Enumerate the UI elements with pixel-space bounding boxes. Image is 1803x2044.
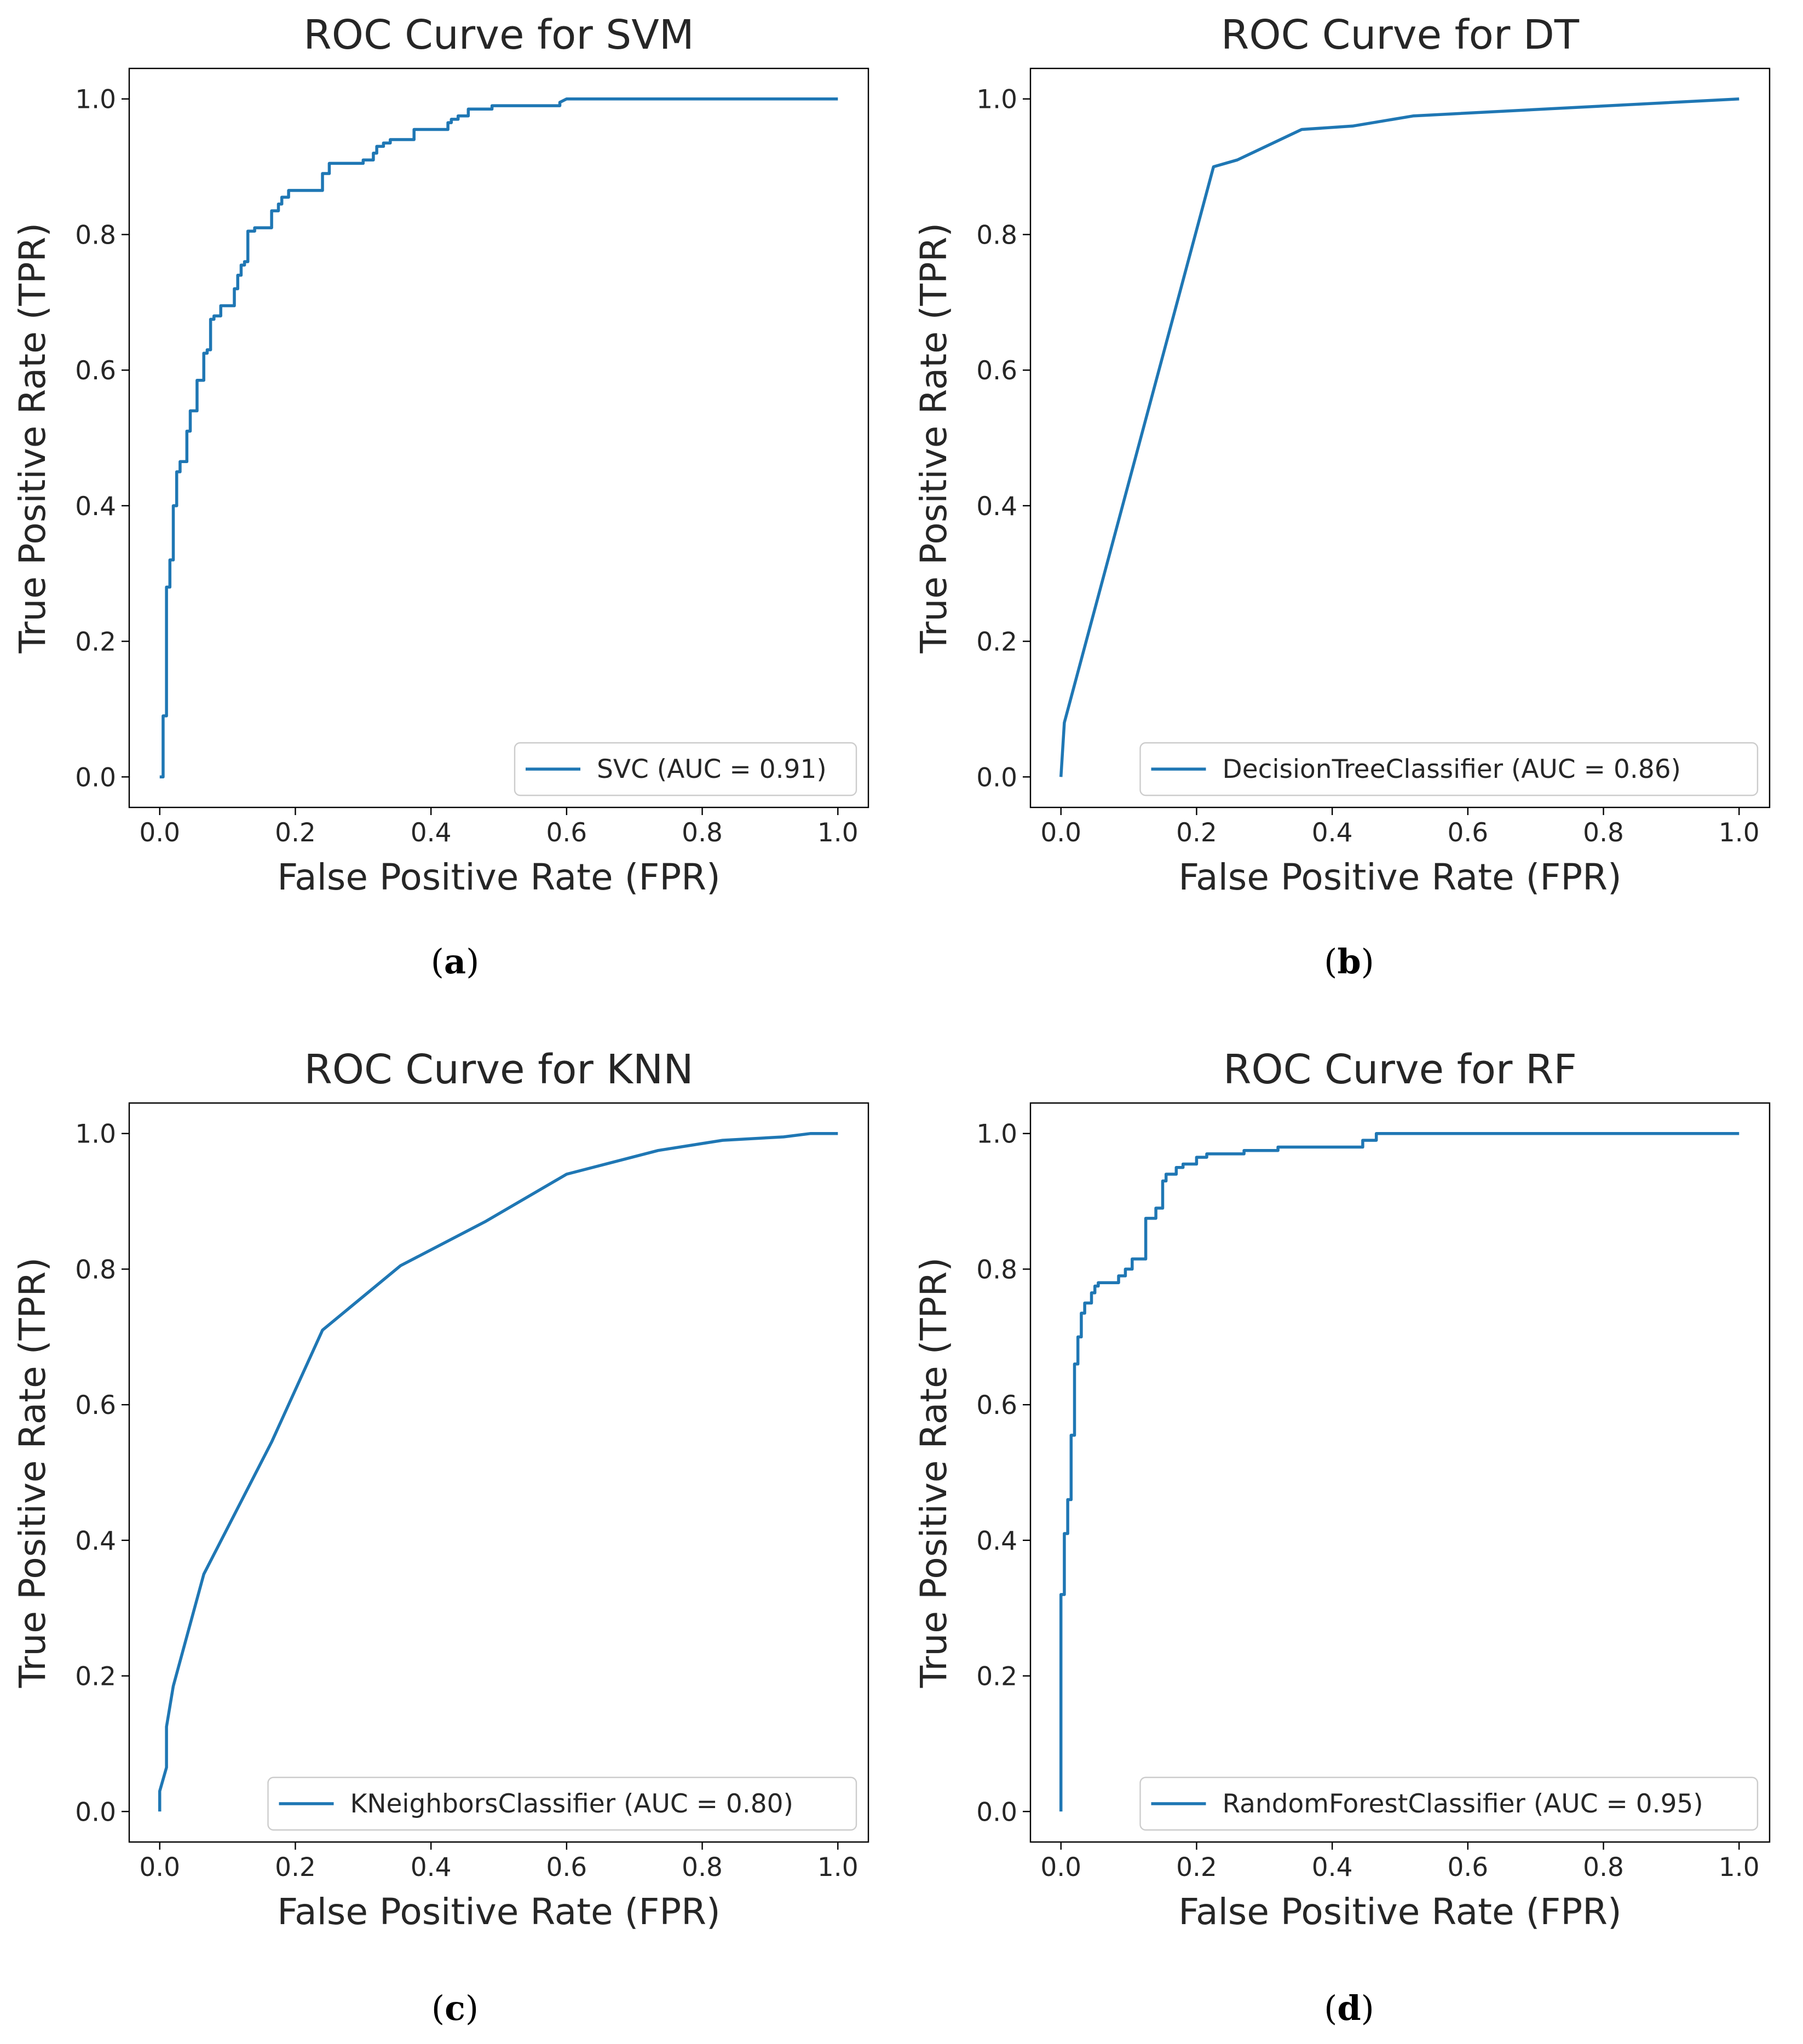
caption-b: (b) (1324, 942, 1374, 981)
chart-title: ROC Curve for KNN (304, 1046, 693, 1093)
y-tick-label: 1.0 (976, 85, 1017, 115)
x-tick-label: 0.8 (682, 1852, 723, 1883)
y-axis-label: True Positive Rate (TPR) (11, 223, 54, 654)
x-axis-label: False Positive Rate (FPR) (277, 856, 721, 898)
legend-box (1139, 742, 1759, 796)
y-tick-label: 1.0 (75, 1119, 116, 1150)
roc-curve-line (158, 1131, 838, 1812)
axes-frame (128, 1102, 869, 1843)
y-tick-label: 0.0 (976, 763, 1017, 793)
roc-curve-line (159, 97, 838, 779)
y-tick-label: 0.4 (976, 492, 1017, 522)
x-tick-label: 0.4 (411, 1852, 452, 1883)
caption-b-letter: b (1337, 942, 1361, 981)
roc-panel-knn: ROC Curve for KNN 0.0 0.2 0.4 0.6 0.8 1.0 0.0 0.… (11, 1046, 869, 1933)
x-tick-label: 0.0 (139, 818, 180, 848)
x-tick-label: 0.4 (411, 818, 452, 848)
caption-d-letter: d (1337, 1988, 1361, 2028)
y-tick-label: 0.6 (976, 356, 1017, 386)
x-tick-label: 1.0 (817, 818, 859, 848)
roc-panel-svm: ROC Curve for SVM 0.0 0.2 0.4 0.6 0.8 1.0 0.0 0.… (11, 11, 869, 898)
x-axis-label: False Positive Rate (FPR) (1178, 856, 1622, 898)
x-tick-label: 0.6 (1447, 818, 1488, 848)
chart-title: ROC Curve for SVM (303, 11, 694, 59)
y-tick-label: 0.6 (976, 1390, 1017, 1421)
x-tick-label: 0.8 (682, 818, 723, 848)
y-axis-label: True Positive Rate (TPR) (913, 223, 955, 654)
y-tick-label: 0.0 (75, 1797, 116, 1827)
roc-curve-line (1059, 1131, 1739, 1812)
y-axis-label: True Positive Rate (TPR) (913, 1257, 955, 1688)
y-tick-label: 1.0 (75, 85, 116, 115)
roc-curve-line (1059, 97, 1739, 777)
legend-label: KNeighborsClassifier (AUC = 0.80) (350, 1789, 793, 1819)
x-tick-label: 1.0 (817, 1852, 859, 1883)
x-tick-label: 0.6 (546, 1852, 587, 1883)
caption-a: (a) (430, 942, 480, 981)
caption-c-letter: c (445, 1988, 465, 2028)
roc-panel-rf: ROC Curve for RF 0.0 0.2 0.4 0.6 0.8 1.0 0.0 0.2… (913, 1046, 1771, 1933)
x-tick-label: 0.8 (1583, 1852, 1624, 1883)
x-tick-label: 1.0 (1719, 818, 1760, 848)
x-axis-label: False Positive Rate (FPR) (1178, 1891, 1622, 1933)
y-tick-label: 0.8 (75, 220, 116, 250)
legend-box (514, 742, 857, 796)
axes-frame (128, 67, 869, 809)
y-tick-label: 0.4 (976, 1526, 1017, 1556)
legend-box (267, 1776, 857, 1831)
y-tick-label: 0.8 (976, 1255, 1017, 1285)
y-tick-label: 0.2 (976, 1662, 1017, 1692)
y-tick-label: 0.2 (976, 627, 1017, 657)
legend-label: DecisionTreeClassifier (AUC = 0.86) (1223, 754, 1681, 784)
x-tick-label: 1.0 (1719, 1852, 1760, 1883)
y-tick-label: 0.8 (976, 220, 1017, 250)
y-tick-label: 0.6 (75, 356, 116, 386)
x-tick-label: 0.0 (139, 1852, 180, 1883)
x-tick-label: 0.0 (1040, 818, 1081, 848)
y-axis-label: True Positive Rate (TPR) (11, 1257, 54, 1688)
y-tick-label: 0.2 (75, 627, 116, 657)
axes-frame (1029, 1102, 1771, 1843)
y-tick-label: 0.8 (75, 1255, 116, 1285)
y-tick-label: 0.6 (75, 1390, 116, 1421)
x-tick-label: 0.4 (1312, 1852, 1353, 1883)
x-tick-label: 0.2 (275, 818, 316, 848)
x-tick-label: 0.8 (1583, 818, 1624, 848)
legend-box (1139, 1776, 1759, 1831)
x-tick-label: 0.6 (1447, 1852, 1488, 1883)
caption-d: (d) (1324, 1988, 1374, 2028)
legend-label: RandomForestClassifier (AUC = 0.95) (1223, 1789, 1703, 1819)
x-tick-label: 0.2 (1176, 1852, 1217, 1883)
y-tick-label: 0.0 (75, 763, 116, 793)
caption-a-letter: a (443, 942, 466, 981)
x-tick-label: 0.2 (275, 1852, 316, 1883)
legend-label: SVC (AUC = 0.91) (597, 754, 827, 784)
caption-c: (c) (431, 1988, 479, 2028)
y-tick-label: 1.0 (976, 1119, 1017, 1150)
y-tick-label: 0.2 (75, 1662, 116, 1692)
y-tick-label: 0.0 (976, 1797, 1017, 1827)
chart-title: ROC Curve for DT (1221, 11, 1580, 59)
x-tick-label: 0.2 (1176, 818, 1217, 848)
x-tick-label: 0.0 (1040, 1852, 1081, 1883)
y-tick-label: 0.4 (75, 1526, 116, 1556)
chart-title: ROC Curve for RF (1223, 1046, 1577, 1093)
y-tick-label: 0.4 (75, 492, 116, 522)
x-tick-label: 0.6 (546, 818, 587, 848)
x-axis-label: False Positive Rate (FPR) (277, 1891, 721, 1933)
roc-panel-dt: ROC Curve for DT 0.0 0.2 0.4 0.6 0.8 1.0 0.0 0.2… (913, 11, 1771, 898)
x-tick-label: 0.4 (1312, 818, 1353, 848)
axes-frame (1029, 67, 1771, 809)
